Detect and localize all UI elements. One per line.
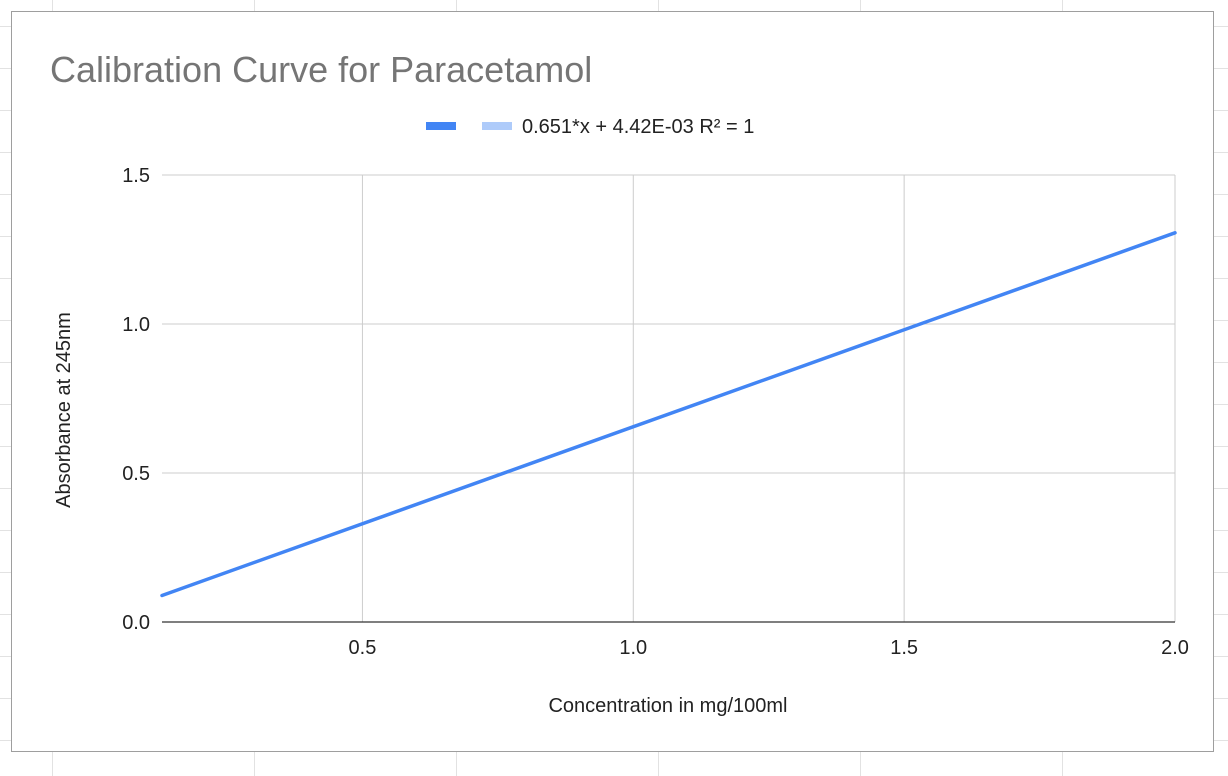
x-tick-label: 0.5 [349,637,377,659]
legend-series-swatch [426,122,456,130]
y-tick-label: 1.5 [122,165,150,187]
chart-container[interactable]: Calibration Curve for Paracetamol 0.651*… [11,11,1214,752]
gridlines [162,174,1176,622]
y-axis-label: Absorbance at 245nm [53,312,75,508]
x-tick-label: 1.5 [890,637,918,659]
x-axis-label: Concentration in mg/100ml [548,695,787,717]
legend-trendline-label: 0.651*x + 4.42E-03 R² = 1 [522,116,754,138]
y-tick-label: 0.0 [122,612,150,634]
series-line[interactable] [160,231,1177,598]
chart-title: Calibration Curve for Paracetamol [50,49,592,90]
legend-trendline-swatch [482,122,512,130]
x-tick-label: 2.0 [1161,637,1189,659]
y-tick-label: 1.0 [122,314,150,336]
tick-labels: 0.0 0.5 1.0 1.5 0.5 1.0 1.5 2.0 [122,165,1189,659]
series-layer [160,231,1177,598]
legend: 0.651*x + 4.42E-03 R² = 1 [426,116,754,138]
x-tick-label: 1.0 [619,637,647,659]
y-tick-label: 0.5 [122,463,150,485]
line-chart: Calibration Curve for Paracetamol 0.651*… [50,49,1189,717]
